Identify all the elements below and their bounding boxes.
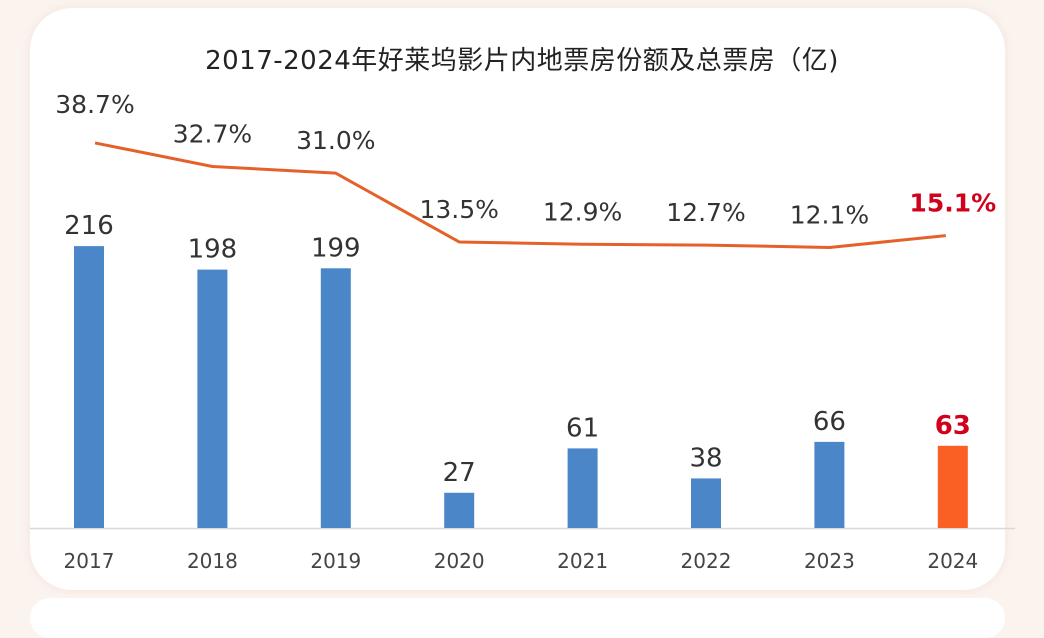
chart-title: 2017-2024年好莱坞影片内地票房份额及总票房（亿) — [205, 46, 839, 76]
line-label-2024: 15.1% — [909, 189, 996, 218]
bar-2019 — [320, 268, 351, 528]
bar-label-2019: 199 — [311, 233, 361, 263]
bar-2022 — [691, 478, 721, 528]
line-label-2017: 38.7% — [55, 90, 134, 119]
x-tick-2021: 2021 — [557, 549, 608, 573]
bar-2024 — [937, 445, 968, 528]
bar-2020 — [444, 492, 475, 528]
bar-label-2024: 63 — [935, 411, 971, 441]
bar-label-2021: 61 — [566, 413, 599, 443]
x-tick-2024: 2024 — [927, 549, 978, 573]
x-tick-2020: 2020 — [434, 549, 485, 573]
x-tick-2023: 2023 — [804, 549, 855, 573]
bar-label-2023: 66 — [813, 407, 846, 437]
line-label-2020: 13.5% — [419, 195, 498, 224]
line-label-2021: 12.9% — [543, 197, 622, 226]
bar-2017 — [74, 246, 104, 528]
bar-label-2022: 38 — [689, 443, 722, 473]
share-line — [94, 141, 946, 249]
bar-2018 — [197, 269, 228, 528]
line-label-2023: 12.1% — [790, 200, 869, 229]
x-tick-2018: 2018 — [187, 549, 238, 573]
x-tick-2017: 2017 — [64, 549, 115, 573]
line-label-2019: 31.0% — [296, 126, 375, 155]
x-tick-2022: 2022 — [681, 549, 732, 573]
bar-label-2018: 198 — [188, 235, 238, 265]
line-label-2018: 32.7% — [173, 119, 252, 148]
x-tick-2019: 2019 — [310, 549, 361, 573]
chart-plot: 216 2017 38.7% 198 2018 32.7% 199 2019 31.0% 27 20… — [30, 90, 1015, 573]
bar-2023 — [814, 441, 845, 528]
bar-2021 — [567, 448, 598, 528]
line-label-2022: 12.7% — [666, 198, 745, 227]
bar-label-2017: 216 — [64, 211, 114, 241]
bar-label-2020: 27 — [443, 458, 476, 488]
